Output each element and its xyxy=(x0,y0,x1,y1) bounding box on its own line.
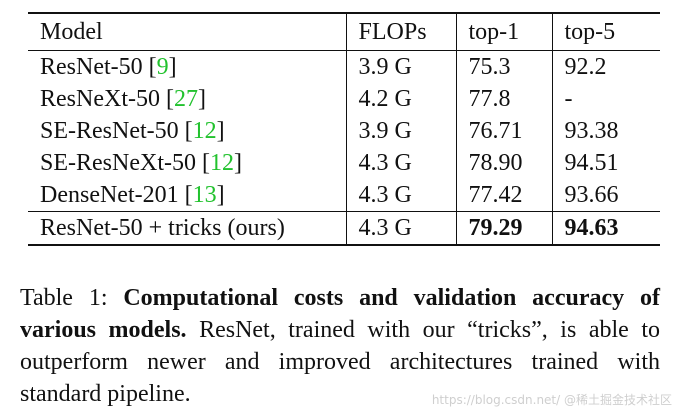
citation-link[interactable]: 13 xyxy=(192,182,217,208)
cell-model-text: SE-ResNet-50 xyxy=(40,118,185,144)
cell-flops: 4.3 G xyxy=(346,179,457,212)
cell-top5-text: 93.66 xyxy=(564,182,619,208)
cell-top5: 93.66 xyxy=(552,179,660,212)
cell-top1-text: 76.71 xyxy=(468,118,523,144)
cell-flops: 4.3 G xyxy=(346,211,457,245)
cell-model: ResNet-50 + tricks (ours) xyxy=(28,211,347,245)
cell-top5: 94.51 xyxy=(552,147,660,179)
watermark: https://blog.csdn.net/ @稀土掘金技术社区 xyxy=(431,393,672,407)
cell-flops-text: 4.3 G xyxy=(358,150,412,176)
table-row: SE-ResNeXt-50 [12] 4.3 G 78.90 94.51 xyxy=(28,147,660,179)
table-row: SE-ResNet-50 [12] 3.9 G 76.71 93.38 xyxy=(28,115,660,147)
cell-model: SE-ResNet-50 [12] xyxy=(28,115,347,147)
cell-flops: 4.2 G xyxy=(346,83,457,115)
citation-link[interactable]: 12 xyxy=(209,150,234,176)
cell-top1: 75.3 xyxy=(456,50,553,83)
cell-model: ResNet-50 [9] xyxy=(28,50,347,83)
cell-top1-text: 77.42 xyxy=(468,182,523,208)
table-row: ResNeXt-50 [27] 4.2 G 77.8 - xyxy=(28,83,660,115)
caption-label: Table 1: xyxy=(20,285,124,311)
cell-top5: 93.38 xyxy=(552,115,660,147)
cell-model-text: DenseNet-201 xyxy=(40,182,185,208)
cell-top5-text: 94.63 xyxy=(564,215,619,241)
citation-link[interactable]: 27 xyxy=(173,86,198,112)
cell-flops-text: 4.3 G xyxy=(358,215,412,241)
cell-model-text: ResNet-50 + tricks (ours) xyxy=(40,215,285,241)
cell-model: SE-ResNeXt-50 [12] xyxy=(28,147,347,179)
cell-top5: 92.2 xyxy=(552,51,660,84)
cell-top5-text: 92.2 xyxy=(564,54,607,80)
cell-top1: 76.71 xyxy=(456,115,553,147)
cell-top1: 78.90 xyxy=(456,147,553,179)
cell-top1: 79.29 xyxy=(456,211,553,245)
table-row: DenseNet-201 [13] 4.3 G 77.42 93.66 xyxy=(28,179,660,212)
header-flops: FLOPs xyxy=(346,13,457,51)
cell-top1: 77.42 xyxy=(456,179,553,212)
cell-model: DenseNet-201 [13] xyxy=(28,179,347,212)
cell-model-text: ResNeXt-50 xyxy=(40,86,166,112)
cell-top1-text: 78.90 xyxy=(468,150,523,176)
cell-top5-text: 94.51 xyxy=(564,150,619,176)
cell-flops-text: 4.3 G xyxy=(358,182,412,208)
citation-link[interactable]: 9 xyxy=(156,54,169,80)
cell-top5-text: - xyxy=(564,86,573,112)
cell-flops: 3.9 G xyxy=(346,50,457,83)
results-table: Model FLOPs top-1 top-5 ResNet-50 [9] 3.9… xyxy=(28,12,660,246)
cell-flops: 4.3 G xyxy=(346,147,457,179)
cell-model-text: SE-ResNeXt-50 xyxy=(40,150,202,176)
caption-body-text: ResNet, trained with our “tricks”, is ab… xyxy=(20,317,661,407)
citation-link[interactable]: 12 xyxy=(192,118,217,144)
table-row: ResNet-50 + tricks (ours) 4.3 G 79.29 94.63 xyxy=(28,211,660,246)
cell-top1-text: 79.29 xyxy=(468,215,523,241)
caption-bold-text: Computational costs and validation accur… xyxy=(20,285,660,343)
cell-model: ResNeXt-50 [27] xyxy=(28,83,347,115)
cell-top1-text: 75.3 xyxy=(468,54,511,80)
cell-top1: 77.8 xyxy=(456,83,553,115)
cell-flops: 3.9 G xyxy=(346,115,457,147)
results-table-container: Model FLOPs top-1 top-5 ResNet-50 [9] 3.9… xyxy=(28,12,660,246)
cell-model-text: ResNet-50 xyxy=(40,54,149,80)
cell-flops-text: 3.9 G xyxy=(358,54,412,80)
cell-flops-text: 3.9 G xyxy=(358,118,412,144)
table-caption: Table 1: Computational costs and validat… xyxy=(20,282,660,410)
cell-top1-text: 77.8 xyxy=(468,86,511,112)
cell-top5: 94.63 xyxy=(552,212,660,246)
table-body: ResNet-50 [9] 3.9 G 75.3 92.2 ResNeXt-50 [27… xyxy=(28,50,660,246)
table-header-row: Model FLOPs top-1 top-5 xyxy=(28,13,660,51)
table-row: ResNet-50 [9] 3.9 G 75.3 92.2 xyxy=(28,50,660,84)
cell-top5: - xyxy=(552,83,660,115)
header-top1: top-1 xyxy=(456,13,553,51)
header-model: Model xyxy=(28,13,347,51)
header-top5: top-5 xyxy=(564,19,616,45)
cell-flops-text: 4.2 G xyxy=(358,86,412,112)
cell-top5-text: 93.38 xyxy=(564,118,619,144)
